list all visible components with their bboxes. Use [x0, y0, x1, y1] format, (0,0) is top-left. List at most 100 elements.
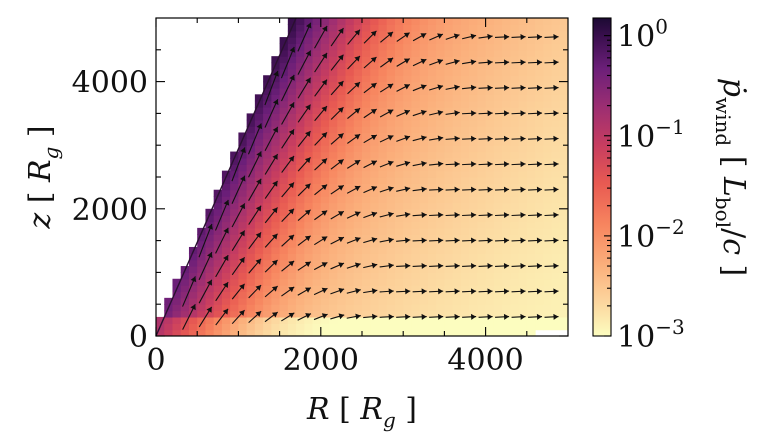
heatmap-cell	[444, 246, 454, 254]
heatmap-cell	[296, 183, 305, 191]
velocity-arrow-head	[536, 288, 543, 295]
heatmap-cell	[510, 310, 520, 318]
heatmap-cell	[436, 113, 445, 121]
velocity-arrow-head	[354, 211, 361, 217]
heatmap-cell	[469, 272, 478, 280]
heatmap-cell	[518, 272, 528, 280]
velocity-arrow-head	[387, 31, 394, 38]
heatmap-cell	[452, 24, 462, 32]
heatmap-cell	[485, 196, 495, 204]
heatmap-cell	[485, 215, 495, 223]
velocity-arrow-head	[503, 135, 510, 142]
heatmap-cell	[254, 304, 264, 312]
heatmap-cell	[444, 37, 454, 45]
heatmap-cell	[238, 246, 248, 254]
heatmap-cell	[197, 329, 207, 336]
heatmap-cell	[543, 240, 553, 248]
heatmap-cell	[287, 253, 297, 261]
heatmap-cell	[287, 62, 297, 70]
heatmap-cell	[254, 107, 264, 114]
heatmap-cell	[469, 208, 478, 216]
heatmap-cell	[502, 164, 511, 172]
heatmap-cell	[296, 208, 305, 216]
heatmap-cell	[502, 68, 511, 76]
velocity-arrow-head	[371, 186, 377, 192]
heatmap-cell	[394, 170, 404, 178]
heatmap-cell	[436, 68, 445, 76]
velocity-arrow-head	[207, 223, 213, 230]
heatmap-cell	[411, 304, 421, 312]
heatmap-cell	[411, 119, 421, 127]
heatmap-cell	[444, 266, 454, 273]
heatmap-cell	[551, 310, 561, 318]
heatmap-cell	[543, 196, 553, 204]
velocity-arrow-head	[288, 286, 295, 293]
heatmap-cell	[427, 227, 437, 235]
heatmap-cell	[246, 183, 256, 191]
heatmap-cell	[221, 234, 231, 242]
velocity-arrow-head	[403, 58, 410, 64]
heatmap-cell	[221, 177, 231, 184]
heatmap-cell	[197, 297, 207, 305]
heatmap-cell	[246, 189, 256, 197]
heatmap-cell	[370, 278, 380, 286]
velocity-arrow-head	[454, 313, 460, 320]
heatmap-cell	[221, 329, 231, 336]
heatmap-cell	[362, 246, 371, 254]
velocity-arrow-head	[288, 234, 295, 241]
heatmap-cell	[263, 145, 272, 153]
heatmap-cell	[460, 215, 470, 223]
heatmap-cell	[205, 291, 215, 299]
heatmap-cell	[353, 43, 363, 51]
velocity-arrow-head	[305, 50, 311, 57]
heatmap-cell	[386, 68, 396, 76]
heatmap-cell	[535, 94, 544, 102]
heatmap-cell	[378, 208, 388, 216]
heatmap-cell	[477, 234, 487, 242]
wind-boundary-line	[155, 17, 297, 337]
heatmap-cell	[411, 24, 421, 32]
heatmap-cell	[370, 43, 380, 51]
heatmap-cell	[337, 126, 347, 134]
heatmap-cell	[444, 329, 454, 336]
heatmap-cell	[246, 196, 256, 204]
heatmap-cell	[213, 316, 223, 324]
velocity-arrow-head	[321, 52, 328, 59]
heatmap-cell	[238, 259, 248, 267]
heatmap-cell	[320, 215, 330, 223]
heatmap-cell	[469, 240, 478, 248]
heatmap-cell	[230, 266, 239, 273]
velocity-arrow-head	[321, 158, 328, 165]
heatmap-cell	[427, 100, 437, 108]
velocity-arrow-head	[420, 84, 427, 90]
heatmap-cell	[411, 208, 421, 216]
velocity-arrow-head	[520, 33, 526, 40]
heatmap-cell	[427, 196, 437, 204]
heatmap-cell	[403, 304, 413, 312]
heatmap-cell	[197, 310, 207, 318]
heatmap-cell	[526, 18, 536, 25]
heatmap-cell	[271, 272, 281, 280]
heatmap-cell	[296, 316, 305, 324]
heatmap-cell	[296, 291, 305, 299]
velocity-arrow-head	[337, 211, 344, 217]
heatmap-cell	[535, 285, 544, 293]
heatmap-cell	[493, 208, 503, 216]
heatmap-cell	[287, 87, 297, 95]
heatmap-cell	[543, 49, 553, 57]
heatmap-cell	[362, 221, 371, 229]
heatmap-cell	[502, 266, 511, 273]
heatmap-cell	[411, 291, 421, 299]
heatmap-cell	[436, 221, 445, 229]
velocity-arrow-head	[454, 262, 460, 269]
heatmap-cell	[337, 87, 347, 95]
heatmap-cell	[296, 145, 305, 153]
heatmap-cell	[551, 285, 561, 293]
heatmap-cell	[427, 329, 437, 336]
heatmap-cell	[403, 202, 413, 210]
heatmap-cell	[378, 164, 388, 172]
heatmap-cell	[535, 189, 544, 197]
heatmap-cell	[296, 329, 305, 336]
heatmap-cell	[485, 170, 495, 178]
heatmap-cell	[279, 189, 289, 197]
